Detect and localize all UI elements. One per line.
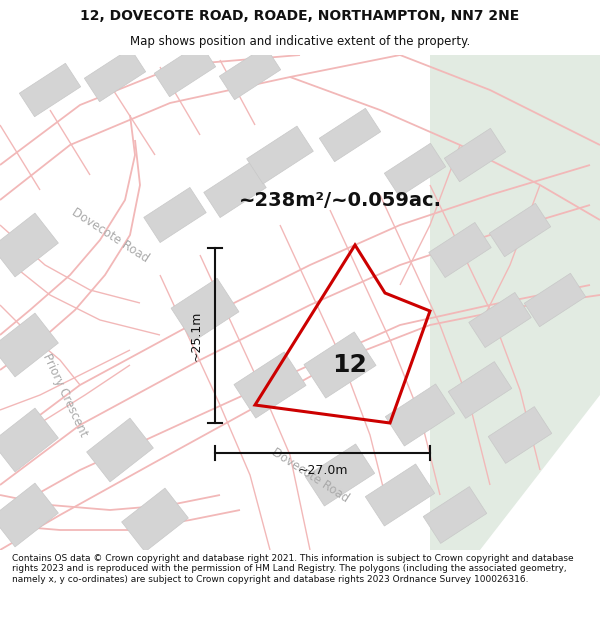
Polygon shape bbox=[122, 488, 188, 552]
Polygon shape bbox=[430, 55, 600, 550]
Polygon shape bbox=[86, 418, 154, 482]
Polygon shape bbox=[524, 273, 586, 327]
Polygon shape bbox=[247, 126, 313, 184]
Text: Priory Crescent: Priory Crescent bbox=[40, 351, 90, 439]
Text: 12: 12 bbox=[332, 353, 367, 377]
Text: Dovecote Road: Dovecote Road bbox=[269, 445, 351, 505]
Polygon shape bbox=[144, 188, 206, 242]
Text: ~25.1m: ~25.1m bbox=[190, 310, 203, 361]
Polygon shape bbox=[85, 48, 146, 102]
Polygon shape bbox=[385, 143, 446, 197]
Polygon shape bbox=[365, 464, 434, 526]
Polygon shape bbox=[385, 384, 455, 446]
Polygon shape bbox=[204, 162, 266, 217]
Polygon shape bbox=[319, 108, 380, 162]
Polygon shape bbox=[305, 444, 374, 506]
Text: Dovecote Road: Dovecote Road bbox=[69, 205, 151, 265]
Text: Contains OS data © Crown copyright and database right 2021. This information is : Contains OS data © Crown copyright and d… bbox=[12, 554, 574, 584]
Polygon shape bbox=[0, 483, 58, 547]
Polygon shape bbox=[154, 43, 215, 97]
Polygon shape bbox=[448, 362, 512, 418]
Text: ~27.0m: ~27.0m bbox=[297, 464, 348, 476]
Polygon shape bbox=[0, 213, 58, 277]
Polygon shape bbox=[488, 407, 552, 463]
Polygon shape bbox=[469, 292, 531, 348]
Polygon shape bbox=[445, 128, 506, 182]
Polygon shape bbox=[171, 278, 239, 342]
Polygon shape bbox=[429, 222, 491, 278]
Polygon shape bbox=[0, 313, 58, 377]
Text: Map shows position and indicative extent of the property.: Map shows position and indicative extent… bbox=[130, 35, 470, 48]
Polygon shape bbox=[220, 46, 281, 100]
Polygon shape bbox=[0, 408, 58, 472]
Polygon shape bbox=[490, 203, 551, 257]
Polygon shape bbox=[234, 352, 306, 418]
Text: ~238m²/~0.059ac.: ~238m²/~0.059ac. bbox=[239, 191, 442, 209]
Polygon shape bbox=[304, 332, 376, 398]
Polygon shape bbox=[423, 487, 487, 543]
Polygon shape bbox=[19, 63, 80, 117]
Text: 12, DOVECOTE ROAD, ROADE, NORTHAMPTON, NN7 2NE: 12, DOVECOTE ROAD, ROADE, NORTHAMPTON, N… bbox=[80, 9, 520, 24]
